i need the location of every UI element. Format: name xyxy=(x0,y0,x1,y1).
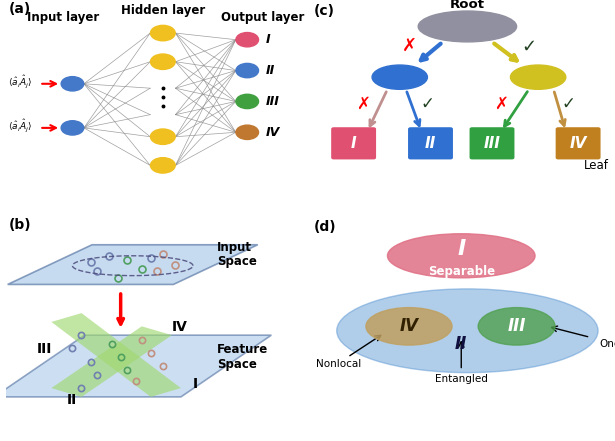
Text: Space: Space xyxy=(217,358,257,371)
Ellipse shape xyxy=(61,121,84,135)
Ellipse shape xyxy=(61,77,84,91)
Ellipse shape xyxy=(478,308,555,345)
Text: Space: Space xyxy=(217,254,257,268)
Ellipse shape xyxy=(236,33,258,47)
Ellipse shape xyxy=(510,65,566,89)
Text: Leaf: Leaf xyxy=(584,159,609,172)
Text: Feature: Feature xyxy=(217,343,268,356)
Ellipse shape xyxy=(151,129,175,145)
Text: II: II xyxy=(455,335,467,353)
Ellipse shape xyxy=(387,234,535,278)
Ellipse shape xyxy=(236,64,258,78)
Polygon shape xyxy=(0,335,271,397)
Text: IV: IV xyxy=(172,320,188,334)
FancyBboxPatch shape xyxy=(470,127,514,159)
Text: I: I xyxy=(457,239,466,259)
Ellipse shape xyxy=(151,54,175,69)
Text: $\langle\hat{a}_i\hat{A}_j\rangle$: $\langle\hat{a}_i\hat{A}_j\rangle$ xyxy=(7,117,32,134)
Text: Input: Input xyxy=(217,241,252,254)
Text: IV: IV xyxy=(265,126,280,139)
Text: (b): (b) xyxy=(9,218,32,232)
Text: Output layer: Output layer xyxy=(221,11,304,24)
Ellipse shape xyxy=(236,125,258,139)
Text: II: II xyxy=(265,64,274,77)
Text: Hidden layer: Hidden layer xyxy=(121,4,205,17)
Text: Nonlocal: Nonlocal xyxy=(315,359,361,369)
Ellipse shape xyxy=(372,65,427,89)
FancyBboxPatch shape xyxy=(331,127,376,159)
FancyBboxPatch shape xyxy=(556,127,600,159)
Text: I: I xyxy=(351,136,357,151)
Text: Root: Root xyxy=(450,0,485,11)
Text: ✓: ✓ xyxy=(562,95,576,112)
Text: II: II xyxy=(425,136,436,151)
Polygon shape xyxy=(52,313,181,397)
Text: IV: IV xyxy=(569,136,587,151)
Text: ✗: ✗ xyxy=(356,95,370,112)
Text: Oneway: Oneway xyxy=(600,339,615,349)
Text: $\langle\hat{a}_i\hat{A}_j\rangle$: $\langle\hat{a}_i\hat{A}_j\rangle$ xyxy=(7,73,32,90)
Text: I: I xyxy=(265,33,270,46)
Text: III: III xyxy=(36,342,52,356)
Text: III: III xyxy=(483,136,501,151)
Text: (d): (d) xyxy=(314,220,336,235)
Text: ✗: ✗ xyxy=(402,37,416,55)
Text: III: III xyxy=(265,95,279,108)
Ellipse shape xyxy=(366,308,452,345)
Text: IV: IV xyxy=(400,318,418,335)
Text: ✓: ✓ xyxy=(421,95,434,112)
Ellipse shape xyxy=(151,25,175,41)
Polygon shape xyxy=(52,326,172,397)
Text: Entangled: Entangled xyxy=(435,374,488,384)
Text: Separable: Separable xyxy=(427,265,495,278)
FancyBboxPatch shape xyxy=(408,127,453,159)
Ellipse shape xyxy=(151,158,175,173)
Ellipse shape xyxy=(418,11,517,42)
Text: II: II xyxy=(66,392,77,407)
Text: I: I xyxy=(193,377,198,391)
Text: (c): (c) xyxy=(314,4,335,19)
Text: Input layer: Input layer xyxy=(27,11,100,24)
Ellipse shape xyxy=(337,289,598,373)
Text: III: III xyxy=(507,318,526,335)
Text: (a): (a) xyxy=(9,2,31,16)
Ellipse shape xyxy=(236,94,258,108)
Text: ✓: ✓ xyxy=(522,37,536,55)
Text: ✗: ✗ xyxy=(494,95,508,112)
Polygon shape xyxy=(7,245,258,284)
